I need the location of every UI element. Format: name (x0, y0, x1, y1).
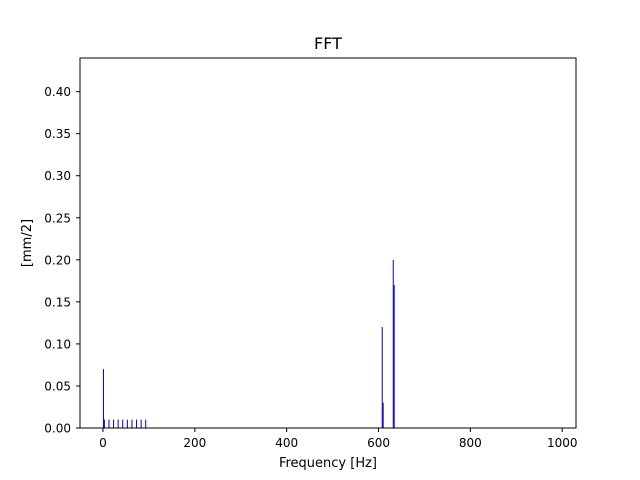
fft-bar (140, 419, 142, 428)
y-tick-label: 0.35 (44, 127, 71, 141)
y-tick-label: 0.30 (44, 169, 71, 183)
chart-title: FFT (314, 34, 342, 53)
fft-bar (382, 402, 384, 428)
fft-bar (117, 419, 119, 428)
fft-bar (113, 419, 115, 428)
bars-group (102, 259, 395, 428)
fft-bar (122, 419, 124, 428)
x-tick-label: 400 (275, 436, 298, 450)
x-tick-label: 600 (367, 436, 390, 450)
y-axis: 0.00 0.05 0.10 0.15 0.20 0.25 0.30 0.35 0.40 (44, 85, 80, 436)
x-axis-label: Frequency [Hz] (279, 456, 377, 471)
fft-bar (108, 419, 110, 428)
x-tick-label: 1000 (547, 436, 578, 450)
x-tick-label: 0 (99, 436, 107, 450)
fft-bar (381, 327, 383, 428)
fft-bar (102, 369, 104, 428)
fft-bar (136, 419, 138, 428)
y-tick-label: 0.10 (44, 337, 71, 351)
x-tick-label: 200 (183, 436, 206, 450)
x-tick-label: 800 (459, 436, 482, 450)
fft-bar (103, 419, 105, 428)
fft-bar (126, 419, 128, 428)
y-axis-label: [mm/2] (20, 219, 35, 267)
y-tick-label: 0.40 (44, 85, 71, 99)
y-tick-label: 0.05 (44, 379, 71, 393)
y-tick-label: 0.20 (44, 253, 71, 267)
y-tick-label: 0.15 (44, 295, 71, 309)
y-tick-label: 0.25 (44, 211, 71, 225)
fft-bar (392, 259, 394, 428)
x-axis: 0 200 400 600 800 1000 (99, 428, 577, 450)
plot-frame (79, 57, 577, 429)
fft-bar (131, 419, 133, 428)
fft-bar (145, 419, 147, 428)
y-tick-label: 0.00 (44, 422, 71, 436)
fft-bar (393, 285, 395, 428)
